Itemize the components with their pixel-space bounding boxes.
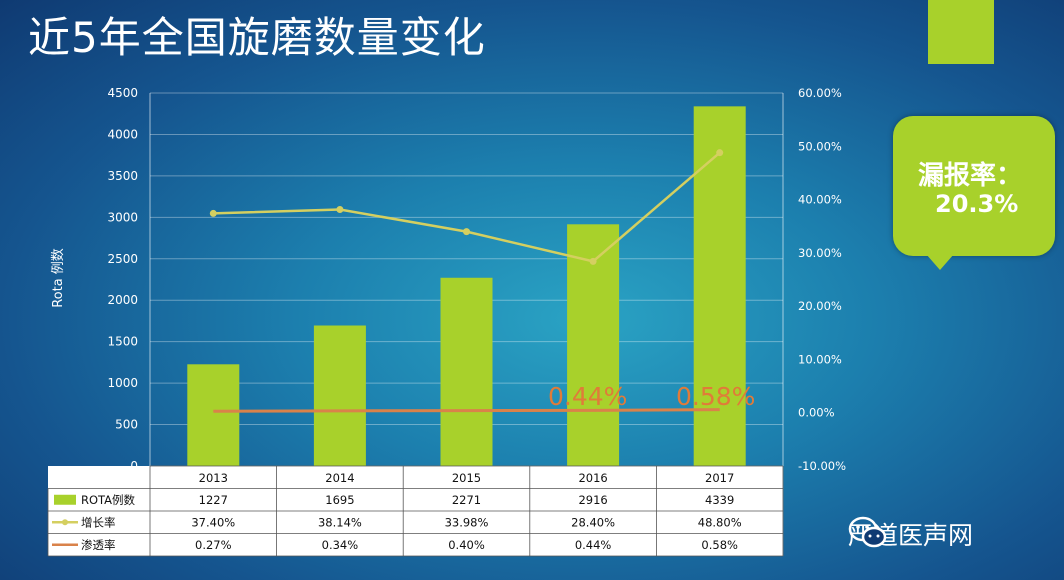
data-label: 48.80% [698, 515, 742, 529]
callout-label: 漏报率： [918, 161, 1023, 191]
callout-tail [926, 254, 954, 270]
data-label: 2916 [578, 493, 607, 507]
data-label: 0.27% [195, 538, 232, 552]
x-tick-label: 2013 [199, 471, 228, 485]
y-tick-label: 4500 [107, 86, 138, 100]
legend-label: ROTA例数 [81, 493, 136, 507]
axes: 050010001500200025003000350040004500-10.… [107, 86, 846, 556]
growth-point-2016 [589, 257, 597, 265]
data-label: 2271 [452, 493, 481, 507]
y2-tick-label: 50.00% [798, 139, 842, 153]
watermark: 严道医声网 [848, 516, 973, 552]
growth-point-2013 [209, 209, 217, 217]
y-tick-label: 4000 [107, 127, 138, 141]
y2-tick-label: 10.00% [798, 352, 842, 366]
annotation-2016: 0.44% [548, 382, 627, 411]
data-label: 0.58% [701, 538, 738, 552]
bar-2014 [313, 325, 366, 466]
growth-point-2015 [463, 228, 470, 236]
data-table: 2013 2014 2015 2016 2017 ROTA例数 1227 1695 2271 29… [47, 465, 784, 557]
y-tick-label: 1500 [107, 335, 138, 349]
data-label: 33.98% [445, 515, 489, 529]
y-tick-label: 3500 [107, 169, 138, 183]
y-axis-label: Rota 例数 [51, 248, 66, 308]
data-label: 0.44% [575, 538, 612, 552]
bar-2017 [693, 106, 746, 467]
legend-key-marker [62, 519, 68, 526]
callout-box [893, 116, 1055, 256]
data-label: 1695 [325, 493, 354, 507]
bar-2015 [440, 277, 493, 466]
y2-tick-label: -10.00% [798, 459, 846, 473]
data-label: 1227 [199, 493, 228, 507]
data-label: 0.40% [448, 538, 485, 552]
page-title: 近5年全国旋磨数量变化 [28, 13, 486, 62]
data-label: 37.40% [191, 515, 235, 529]
legend-label: 增长率 [81, 515, 116, 529]
y2-tick-label: 0.00% [798, 406, 835, 420]
y-tick-label: 2000 [107, 293, 138, 307]
y2-tick-label: 20.00% [798, 299, 842, 313]
line-series [209, 149, 724, 413]
y2-tick-label: 40.00% [798, 193, 842, 207]
growth-rate-line [213, 151, 721, 263]
y2-tick-label: 30.00% [798, 246, 842, 260]
y-tick-label: 1000 [107, 376, 138, 390]
green-decor-square [928, 0, 994, 64]
wechat-icon [848, 516, 887, 548]
y-tick-label: 500 [115, 418, 138, 432]
x-tick-label: 2016 [578, 471, 607, 485]
x-tick-label: 2017 [705, 471, 734, 485]
y2-tick-label: 60.00% [798, 86, 842, 100]
callout-value: 20.3% [935, 190, 1019, 218]
x-tick-label: 2014 [325, 471, 354, 485]
data-label: 4339 [705, 493, 734, 507]
legend-label: 渗透率 [81, 538, 116, 552]
annotation-2017: 0.58% [676, 382, 755, 411]
growth-point-2017 [716, 149, 724, 157]
growth-point-2014 [336, 205, 344, 213]
y-tick-label: 3000 [107, 210, 138, 224]
legend-key-bar [54, 494, 76, 505]
x-tick-label: 2015 [452, 471, 481, 485]
data-label: 0.34% [322, 538, 359, 552]
y-tick-label: 2500 [107, 252, 138, 266]
penetration-rate-line [213, 408, 720, 413]
data-label: 38.14% [318, 515, 362, 529]
bar-2013 [187, 364, 240, 466]
data-label: 28.40% [571, 515, 615, 529]
